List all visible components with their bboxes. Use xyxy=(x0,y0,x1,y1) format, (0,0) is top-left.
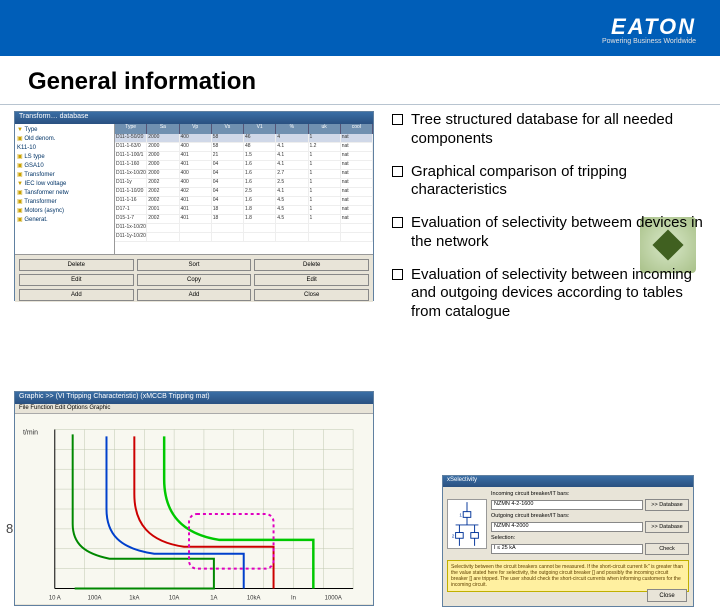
tree-item[interactable]: Transfomer xyxy=(17,171,112,180)
outgoing-db-button[interactable]: >> Database xyxy=(645,521,689,533)
table-row[interactable]: D11-1-10/202002402042.54.11nat xyxy=(115,188,373,197)
sel-diagram: 1 2 xyxy=(447,499,487,549)
page-number: 8 xyxy=(6,521,13,536)
bullet-text: Graphical comparison of tripping charact… xyxy=(411,163,704,201)
bullet-list: Tree structured database for all needed … xyxy=(392,111,704,336)
sel-titlebar: xSelectivity xyxy=(443,476,693,487)
incoming-db-button[interactable]: >> Database xyxy=(645,499,689,511)
brand-tagline: Powering Business Worldwide xyxy=(602,38,696,45)
svg-text:1kA: 1kA xyxy=(129,595,139,601)
table-row[interactable]: D11-1x-10/20 xyxy=(115,224,373,233)
tree-item[interactable]: K11-10 xyxy=(17,144,112,153)
chart-titlebar: Graphic >> (VI Tripping Characteristic) … xyxy=(15,392,373,404)
bullet-item: Graphical comparison of tripping charact… xyxy=(392,163,704,201)
tree-item[interactable]: IEC low voltage xyxy=(17,180,112,189)
table-row[interactable]: D11-1-162002401041.64.51nat xyxy=(115,197,373,206)
svg-text:2: 2 xyxy=(452,533,455,539)
svg-text:10A: 10A xyxy=(169,595,180,601)
bullet-item: Evaluation of selectivity between incomi… xyxy=(392,266,704,322)
db-button[interactable]: Copy xyxy=(137,274,252,286)
tree-item[interactable]: GSA10 xyxy=(17,162,112,171)
chart-window: Graphic >> (VI Tripping Characteristic) … xyxy=(14,391,374,606)
title-area: General information xyxy=(0,56,720,105)
check-button[interactable]: Check xyxy=(645,543,689,555)
bullet-box-icon xyxy=(392,166,403,177)
db-button[interactable]: Add xyxy=(137,289,252,301)
brand-logo: EATON xyxy=(611,14,696,40)
sel-close-button[interactable]: Close xyxy=(647,589,687,602)
tree-item[interactable]: Tansformer netw xyxy=(17,189,112,198)
table-row[interactable]: D11-1-100/12000401211.54.11nat xyxy=(115,152,373,161)
table-row[interactable]: D11-1-1602000401041.64.11nat xyxy=(115,161,373,170)
sel-warning-message: Selectivity between the circuit breakers… xyxy=(447,560,689,592)
db-button[interactable]: Close xyxy=(254,289,369,301)
chart-menu[interactable]: File Function Edit Options Graphic xyxy=(15,404,373,414)
table-row[interactable]: D11-1y2002400041.62.51nat xyxy=(115,179,373,188)
bullet-text: Evaluation of selectivity betweem device… xyxy=(411,214,704,252)
db-titlebar: Transform… database xyxy=(15,112,373,124)
table-row[interactable]: D11-1x-10/202000400041.62.71nat xyxy=(115,170,373,179)
tripping-chart: t/min 10 A 100A 1kA 10A 1A 10kA In 1000A xyxy=(15,414,373,604)
bullet-box-icon xyxy=(392,269,403,280)
svg-text:1000A: 1000A xyxy=(325,595,342,601)
tree-item[interactable]: Motors (async) xyxy=(17,207,112,216)
bullet-item: Evaluation of selectivity betweem device… xyxy=(392,214,704,252)
tree-item[interactable]: Type xyxy=(17,126,112,135)
svg-text:10 A: 10 A xyxy=(49,595,61,601)
database-window: Transform… database TypeOld denom.K11-10… xyxy=(14,111,374,301)
tree-item[interactable]: Old denom. xyxy=(17,135,112,144)
selection-input[interactable]: I ≤ 25 kA xyxy=(491,544,643,554)
bullet-text: Evaluation of selectivity between incomi… xyxy=(411,266,704,322)
tree-item[interactable]: Generat. xyxy=(17,216,112,225)
tree-item[interactable]: LS type xyxy=(17,153,112,162)
db-tree[interactable]: TypeOld denom.K11-10LS typeGSA10Transfom… xyxy=(15,124,115,254)
table-row[interactable]: D11-1-63/0200040058484.11.2nat xyxy=(115,143,373,152)
incoming-input[interactable]: NZMN 4-2-1600 xyxy=(491,500,643,510)
db-button[interactable]: Edit xyxy=(254,274,369,286)
tree-item[interactable]: Transformer xyxy=(17,198,112,207)
table-row[interactable]: D15-1-72002401181.84.51nat xyxy=(115,215,373,224)
page-title: General information xyxy=(28,68,720,96)
db-button[interactable]: Add xyxy=(19,289,134,301)
db-button-panel: DeleteSortDeleteEditCopyEditAddAddClose xyxy=(15,254,373,302)
incoming-label: Incoming circuit breaker/IT bars: xyxy=(491,491,571,497)
svg-text:100A: 100A xyxy=(88,595,102,601)
outgoing-label: Outgoing circuit breaker/IT bars: xyxy=(491,513,571,519)
db-button[interactable]: Sort xyxy=(137,259,252,271)
selection-label: Selection: xyxy=(491,535,571,541)
outgoing-input[interactable]: NZMN 4-2000 xyxy=(491,522,643,532)
selectivity-window: xSelectivity 1 2 xyxy=(442,475,694,607)
db-table-header: TypeSaVpVsV1%ukcool xyxy=(115,124,373,134)
table-row[interactable]: D11-1y-10/20 xyxy=(115,233,373,242)
table-row[interactable]: D11-1-50/202000400584641nat xyxy=(115,134,373,143)
header-bar: EATON Powering Business Worldwide xyxy=(0,0,720,56)
db-button[interactable]: Delete xyxy=(254,259,369,271)
svg-text:1A: 1A xyxy=(210,595,217,601)
table-row[interactable]: D17-12001401181.84.51nat xyxy=(115,206,373,215)
db-table[interactable]: D11-1-50/202000400584641natD11-1-63/0200… xyxy=(115,134,373,254)
svg-text:In: In xyxy=(291,595,296,601)
bullet-text: Tree structured database for all needed … xyxy=(411,111,704,149)
bullet-box-icon xyxy=(392,114,403,125)
svg-text:10kA: 10kA xyxy=(247,595,261,601)
svg-text:1: 1 xyxy=(459,512,462,518)
svg-text:t/min: t/min xyxy=(23,429,38,436)
db-button[interactable]: Delete xyxy=(19,259,134,271)
db-button[interactable]: Edit xyxy=(19,274,134,286)
bullet-box-icon xyxy=(392,217,403,228)
bullet-item: Tree structured database for all needed … xyxy=(392,111,704,149)
